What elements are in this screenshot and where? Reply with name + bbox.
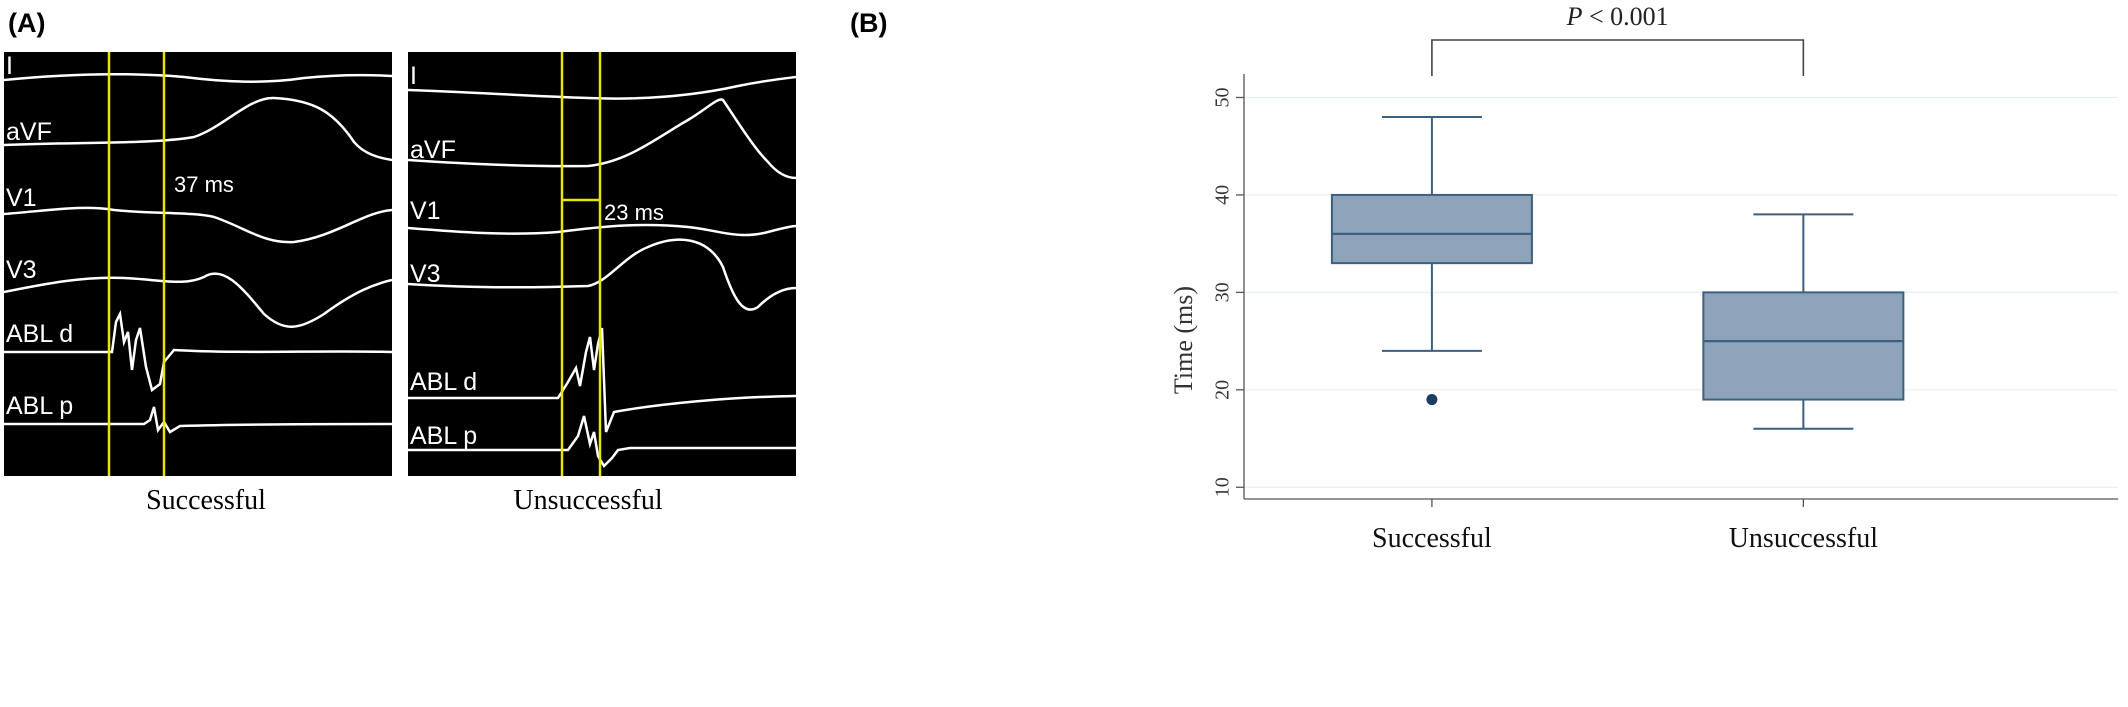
significance-bracket [1431,39,1805,76]
y-tick-label: 40 [1212,185,1234,205]
interval-label: 37 ms [174,172,234,197]
trace-v1 [408,223,796,237]
trace-avf [4,96,392,162]
lead-label-v3: V3 [410,260,441,288]
boxplot-chart: 10 20 30 40 50 Successful Unsuccessful Time (m… [1169,2,2118,554]
trace-i [408,75,796,100]
lead-label-v1: V1 [410,197,441,225]
panel-b-label: (B) [850,8,888,38]
lead-label-avf: aVF [410,136,456,164]
significance-label: P < 0.001 [1566,2,1669,31]
caption-unsuccessful: Unsuccessful [513,485,663,516]
trace-v3 [408,238,796,311]
ecg-unsuccessful: I aVF V1 V3 ABL d ABL p 23 ms [408,52,796,476]
outlier-point [1426,394,1438,406]
trace-abl-d [4,309,392,393]
y-axis-label: Time (ms) [1169,286,1198,394]
x-tick-label: Successful [1372,523,1492,554]
y-tick-label: 50 [1212,87,1234,107]
trace-avf [408,98,796,180]
lead-label-v3: V3 [6,256,37,284]
lead-label-abl-d: ABL d [410,368,478,396]
y-tick-label: 30 [1212,282,1234,302]
y-tick-label: 20 [1212,380,1234,400]
panel-a-label: (A) [8,8,46,38]
trace-v1 [4,206,392,244]
trace-v3 [4,272,392,328]
y-tick-label: 10 [1212,477,1234,497]
ecg-successful-traces [4,52,392,476]
box-unsuccessful [1702,291,1905,401]
trace-abl-p [4,406,392,434]
trace-abl-d [408,327,796,433]
caption-successful: Successful [146,485,266,516]
lead-label-abl-p: ABL p [6,392,74,420]
lead-label-abl-p: ABL p [410,422,478,450]
box-successful [1330,193,1533,265]
x-tick-label: Unsuccessful [1729,523,1879,554]
lead-label-v1: V1 [6,184,37,212]
lead-label-i: I [6,52,13,80]
trace-i [4,72,392,83]
lead-label-avf: aVF [6,118,52,146]
ecg-unsuccessful-traces [408,52,796,476]
plot-area [1244,74,2118,497]
trace-abl-p [408,415,796,469]
interval-label: 23 ms [604,200,664,225]
ecg-successful: I aVF V1 V3 ABL d ABL p 37 ms [4,52,392,476]
lead-label-abl-d: ABL d [6,320,74,348]
lead-label-i: I [410,62,417,90]
